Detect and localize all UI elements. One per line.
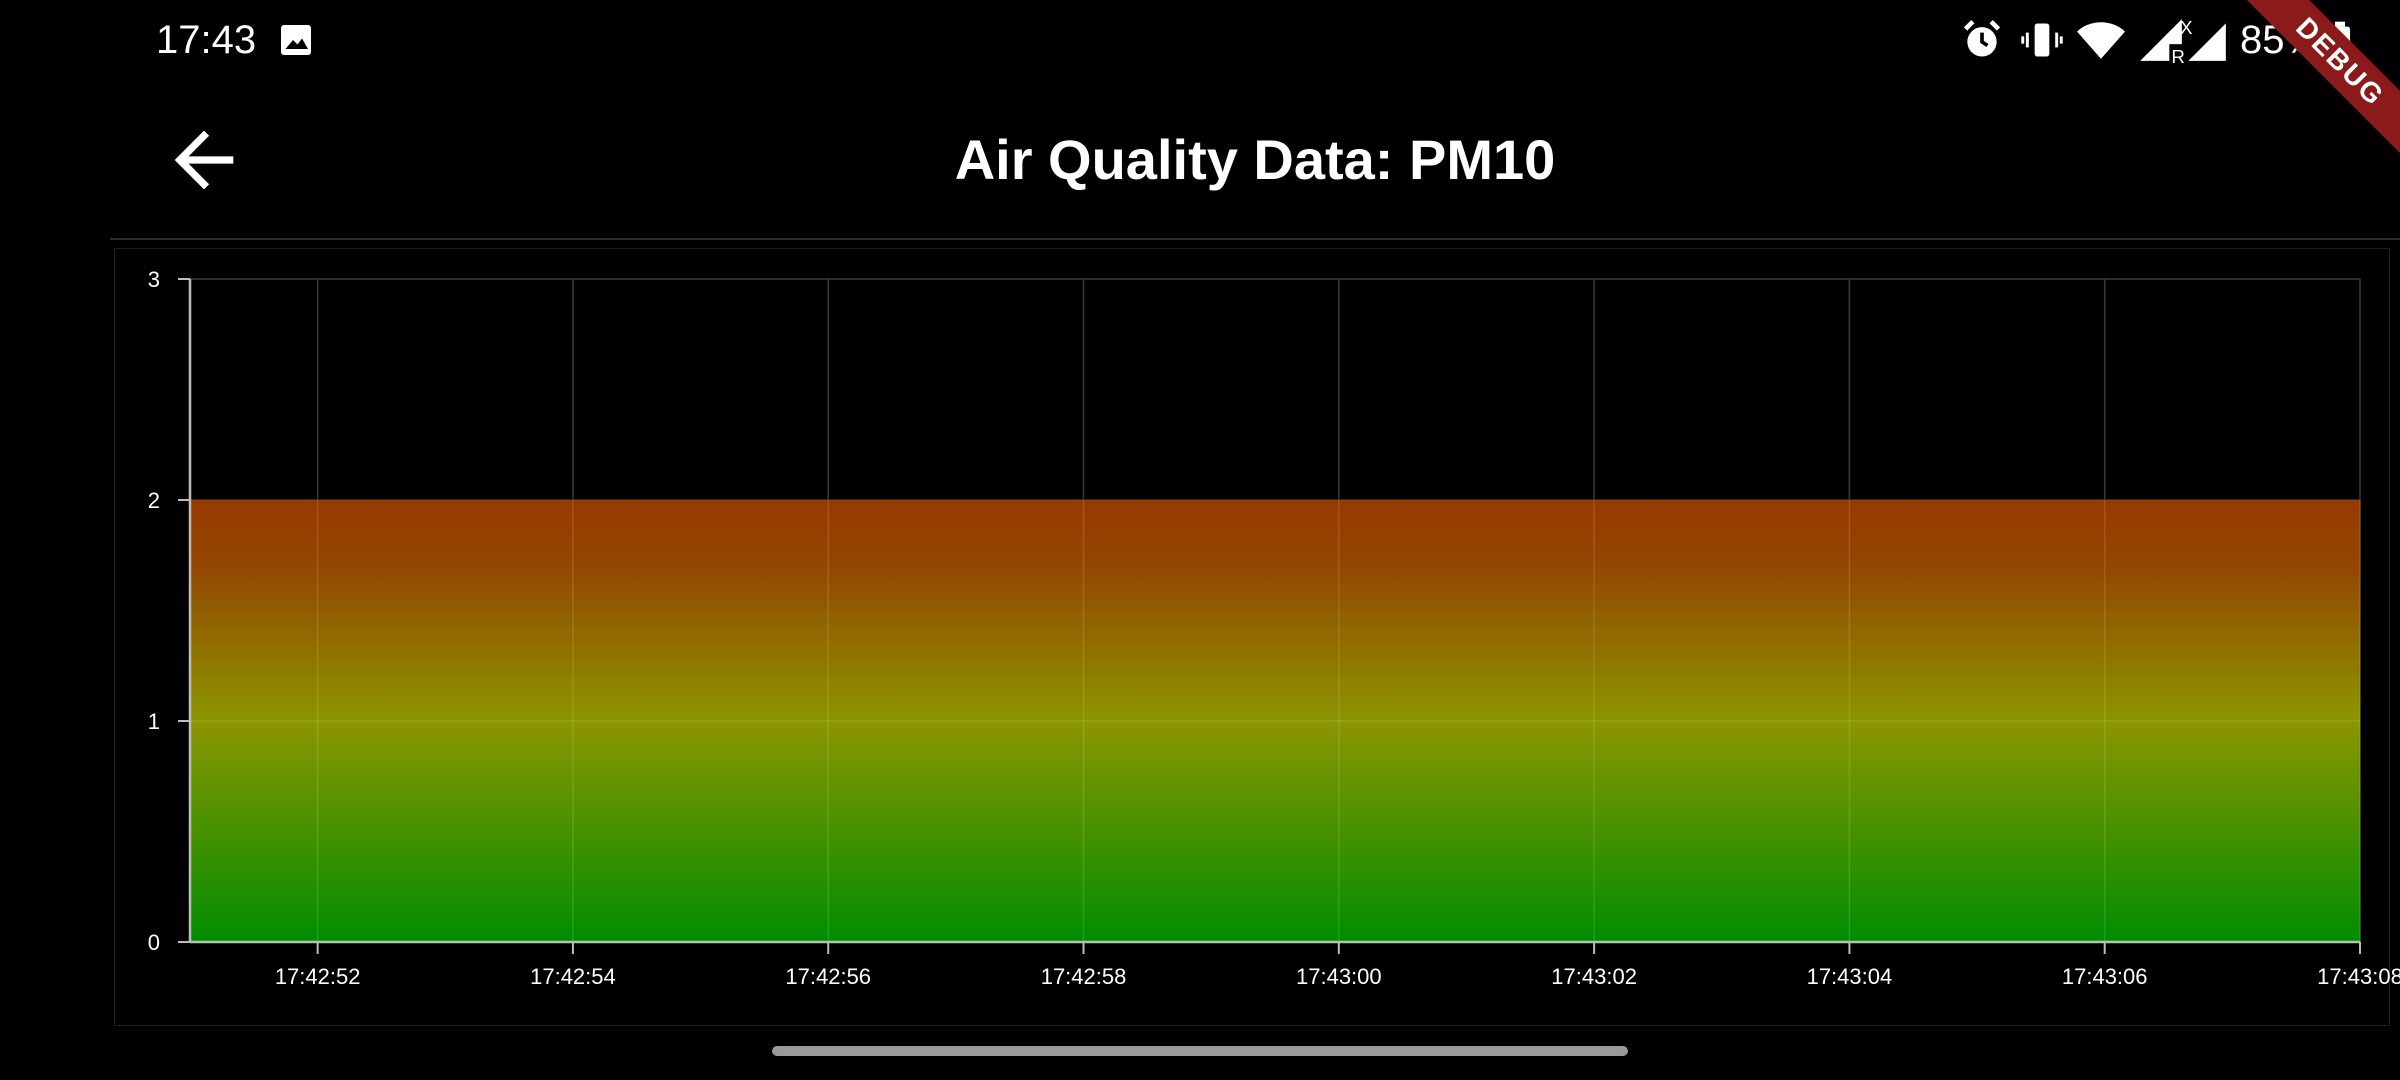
wifi-icon (2077, 22, 2125, 59)
chart-series (190, 500, 2361, 943)
x-tick-label: 17:43:00 (1296, 964, 1382, 989)
x-tick-label: 17:42:56 (785, 964, 871, 989)
x-tick-label: 17:43:04 (1807, 964, 1893, 989)
app-bar-divider (110, 238, 2400, 240)
status-time: 17:43 (156, 18, 257, 62)
signal-x-icon: X (2180, 17, 2226, 61)
x-tick-label: 17:43:02 (1551, 964, 1637, 989)
y-tick-label: 3 (148, 267, 160, 292)
arrow-back-icon (174, 130, 234, 190)
y-tick-label: 0 (148, 930, 160, 955)
x-tick-label: 17:42:52 (275, 964, 361, 989)
area-fill (190, 500, 2360, 942)
chart-axes (178, 278, 2361, 954)
svg-text:R: R (2171, 46, 2185, 66)
x-tick-label: 17:42:54 (530, 964, 616, 989)
signal-r-icon: R (2140, 19, 2186, 66)
chart-tick-labels: 0 1 2 3 17:42:52 17:42:54 17:42:56 17:42:58 17:4… (148, 267, 2400, 989)
x-tick-label: 17:43:08 (2317, 964, 2400, 989)
gesture-nav-handle[interactable] (772, 1046, 1628, 1056)
gallery-icon (281, 25, 311, 55)
app-bar: Air Quality Data: PM10 (110, 80, 2400, 238)
chart-frame (114, 248, 2390, 1026)
page-title: Air Quality Data: PM10 (954, 128, 1556, 191)
alarm-icon (1963, 20, 2001, 57)
back-button[interactable] (160, 116, 248, 204)
x-tick-label: 17:43:06 (2062, 964, 2148, 989)
x-tick-label: 17:42:58 (1041, 964, 1127, 989)
y-tick-label: 2 (148, 488, 160, 513)
svg-text:X: X (2180, 17, 2193, 38)
y-tick-label: 1 (148, 709, 160, 734)
vibrate-icon (2021, 23, 2063, 57)
